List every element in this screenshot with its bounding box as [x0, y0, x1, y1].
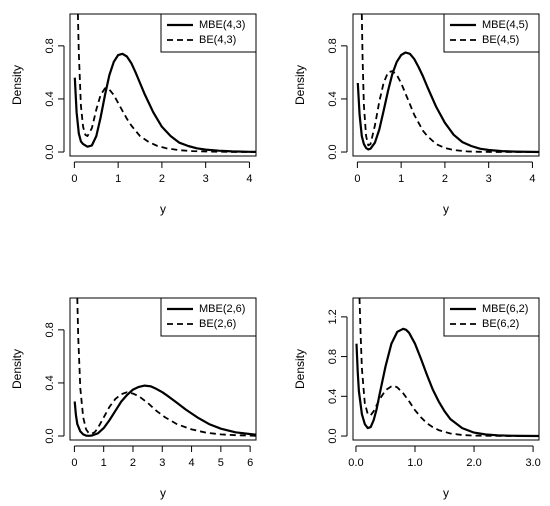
y-tick-label: 0.0 [327, 428, 339, 443]
x-tick-label: 0 [354, 173, 360, 185]
legend-box [443, 297, 540, 337]
x-tick-label: 1.0 [407, 457, 422, 469]
y-tick-label: 0.4 [327, 91, 339, 106]
y-axis-title: Density [10, 65, 24, 105]
legend-label-2: BE(6,2) [482, 318, 519, 330]
legend: MBE(6,2) BE(6,2) [443, 297, 540, 337]
y-tick-label: 0.0 [44, 428, 56, 443]
y-tick-label: 0.8 [44, 322, 56, 337]
x-tick-label: 3.0 [525, 457, 540, 469]
x-tick-label: 6 [247, 457, 253, 469]
x-tick-label: 1 [115, 173, 121, 185]
legend: MBE(4,5) BE(4,5) [443, 13, 540, 53]
x-tick-label: 4 [246, 173, 252, 185]
x-axis-title: y [160, 486, 166, 500]
y-tick-label: 0.8 [44, 38, 56, 53]
x-tick-label: 3 [486, 173, 492, 185]
y-axis-title: Density [10, 349, 24, 389]
x-tick-label: 3 [159, 457, 165, 469]
legend-box [443, 13, 540, 53]
y-tick-label: 0.8 [327, 349, 339, 364]
legend-label-2: BE(2,6) [199, 318, 236, 330]
x-axis-title: y [160, 202, 166, 216]
x-tick-label: 1 [101, 457, 107, 469]
x-tick-label: 4 [529, 173, 535, 185]
panel-4: 0.0 1.0 2.0 3.0 y 0.0 0.4 0.8 1.2 Density MBE(6,2)… [293, 297, 541, 500]
x-axis-title: y [443, 202, 449, 216]
y-axis: 0.0 0.4 0.8 Density [293, 38, 348, 160]
y-axis: 0.0 0.4 0.8 1.2 Density [293, 309, 348, 444]
x-axis: 0.0 1.0 2.0 3.0 y [348, 445, 541, 500]
x-tick-label: 1 [398, 173, 404, 185]
legend-label-1: MBE(2,6) [199, 303, 245, 315]
y-tick-label: 0.4 [44, 375, 56, 390]
y-tick-label: 1.2 [327, 309, 339, 324]
x-tick-label: 0.0 [348, 457, 363, 469]
y-axis-title: Density [293, 65, 307, 105]
x-axis: 0 1 2 3 4 y [354, 161, 535, 216]
x-tick-label: 2 [130, 457, 136, 469]
y-axis: 0.0 0.4 0.8 Density [10, 38, 65, 160]
x-tick-label: 0 [71, 457, 77, 469]
x-tick-label: 2 [442, 173, 448, 185]
y-tick-label: 0.0 [44, 144, 56, 159]
series-line-2 [358, 298, 539, 437]
panel-1: 0 1 2 3 4 y 0.0 0.4 0.8 Density MBE(4,3) BE(4,3) [10, 13, 257, 216]
series-line-2 [76, 298, 256, 437]
x-tick-label: 5 [218, 457, 224, 469]
legend: MBE(4,3) BE(4,3) [160, 13, 257, 53]
x-axis: 0 1 2 3 4 y [71, 161, 252, 216]
x-tick-label: 2 [159, 173, 165, 185]
series-line-1 [355, 327, 539, 438]
y-tick-label: 0.4 [44, 91, 56, 106]
legend-label-2: BE(4,5) [482, 34, 519, 46]
x-axis: 0 1 2 3 4 5 6 y [71, 445, 253, 500]
legend-box [160, 13, 257, 53]
y-tick-label: 0.4 [327, 389, 339, 404]
series-line-2 [77, 14, 256, 153]
panel-3: 0 1 2 3 4 5 6 y 0.0 0.4 0.8 Density MBE(2,6) BE(2,6) [10, 297, 257, 500]
x-tick-label: 2.0 [466, 457, 481, 469]
x-axis-title: y [443, 486, 449, 500]
panel-2: 0 1 2 3 4 y 0.0 0.4 0.8 Density MBE(4,5) BE(4,5) [293, 13, 540, 216]
legend-label-1: MBE(4,5) [482, 19, 528, 31]
legend: MBE(2,6) BE(2,6) [160, 297, 257, 337]
legend-label-1: MBE(4,3) [199, 19, 245, 31]
x-tick-label: 0 [71, 173, 77, 185]
y-tick-label: 0.8 [327, 38, 339, 53]
series-line-1 [73, 384, 256, 437]
legend-label-1: MBE(6,2) [482, 303, 528, 315]
series-line-2 [360, 14, 539, 153]
series-line-1 [356, 51, 539, 154]
series-line-1 [73, 52, 256, 153]
x-tick-label: 4 [188, 457, 194, 469]
y-tick-label: 0.0 [327, 144, 339, 159]
y-axis: 0.0 0.4 0.8 Density [10, 322, 65, 444]
legend-label-2: BE(4,3) [199, 34, 236, 46]
legend-box [160, 297, 257, 337]
x-tick-label: 3 [203, 173, 209, 185]
y-axis-title: Density [293, 349, 307, 389]
